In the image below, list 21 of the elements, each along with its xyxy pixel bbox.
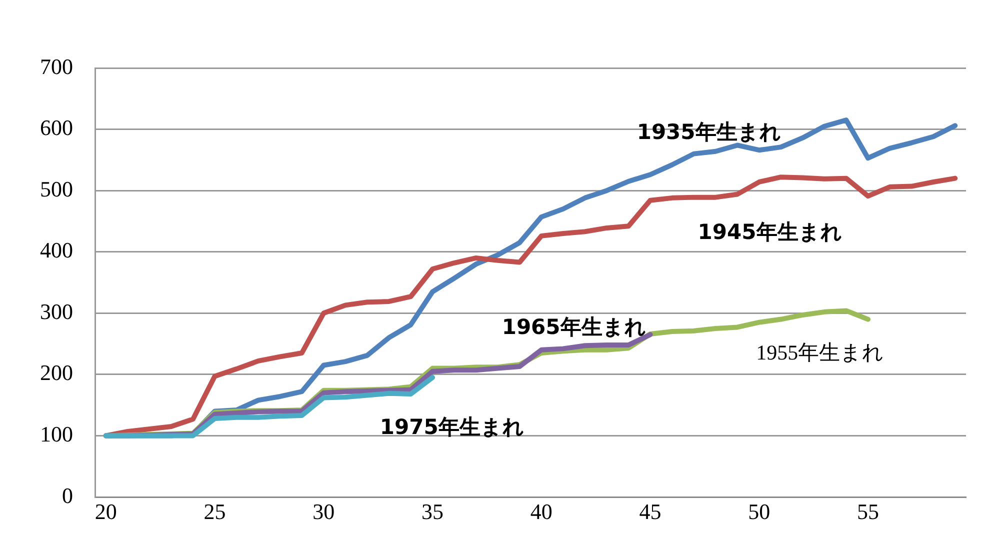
y-tick-label: 500 [40,176,73,202]
x-tick-label: 35 [422,498,444,524]
y-tick-label: 300 [40,298,73,324]
x-tick-label: 30 [312,498,335,524]
x-tick-label: 40 [530,498,552,524]
series-label: 1935年生まれ [636,120,782,144]
x-tick-label: 50 [748,498,770,524]
y-tick-label: 0 [62,482,73,508]
series-label: 1945年生まれ [698,220,842,244]
x-tick-label: 25 [204,498,226,524]
series-label: 1975年生まれ [380,414,524,439]
y-tick-label: 100 [40,421,73,446]
y-tick-label: 200 [40,360,73,386]
x-tick-label: 45 [639,498,662,524]
y-tick-label: 700 [40,54,73,79]
series-label: 1955年生まれ [756,340,884,365]
y-tick-label: 400 [40,238,73,263]
x-tick-label: 20 [94,498,117,524]
x-tick-label: 55 [857,498,880,524]
y-tick-label: 600 [40,115,73,140]
series-label: 1965年生まれ [502,314,646,339]
